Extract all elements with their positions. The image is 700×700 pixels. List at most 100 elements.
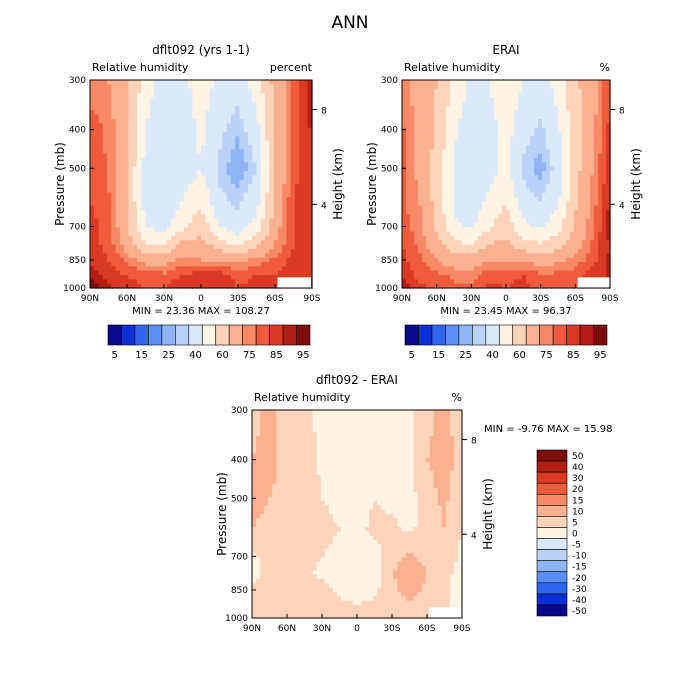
contour-cell bbox=[434, 140, 439, 146]
contour-cell bbox=[145, 106, 151, 111]
contour-cell bbox=[526, 188, 531, 194]
contour-cell bbox=[402, 106, 407, 111]
contour-cell bbox=[454, 184, 459, 189]
contour-cell bbox=[590, 175, 595, 181]
contour-cell bbox=[265, 110, 270, 116]
contour-cell bbox=[282, 119, 287, 124]
contour-cell bbox=[290, 249, 296, 254]
contour-cell bbox=[514, 158, 519, 163]
contour-cell bbox=[260, 257, 266, 263]
contour-cell bbox=[474, 188, 479, 194]
contour-cell bbox=[426, 153, 431, 159]
contour-cell bbox=[462, 184, 467, 189]
contour-cell bbox=[256, 262, 262, 267]
contour-cell bbox=[235, 275, 241, 280]
contour-cell bbox=[598, 192, 603, 198]
contour-cell bbox=[502, 110, 507, 116]
contour-cell bbox=[518, 158, 523, 163]
contour-cell bbox=[183, 270, 189, 276]
contour-cell bbox=[158, 223, 164, 228]
contour-cell bbox=[542, 80, 547, 85]
contour-cell bbox=[179, 140, 185, 146]
contour-cell bbox=[462, 210, 467, 215]
contour-cell bbox=[510, 136, 515, 142]
contour-cell bbox=[470, 88, 475, 94]
contour-cell bbox=[90, 123, 95, 129]
contour-cell bbox=[205, 240, 211, 246]
contour-cell bbox=[430, 244, 435, 250]
contour-cell bbox=[510, 223, 515, 228]
contour-cell bbox=[546, 240, 551, 246]
contour-cell bbox=[149, 279, 155, 285]
contour-cell bbox=[418, 236, 423, 241]
contour-cell bbox=[98, 162, 104, 168]
contour-cell bbox=[590, 84, 595, 90]
contour-cell bbox=[498, 231, 503, 237]
contour-cell bbox=[494, 123, 499, 129]
contour-cell bbox=[222, 210, 228, 215]
contour-cell bbox=[290, 236, 296, 241]
contour-cell bbox=[470, 240, 475, 246]
contour-cell bbox=[406, 249, 411, 254]
contour-cell bbox=[466, 192, 471, 198]
contour-cell bbox=[514, 110, 519, 116]
contour-cell bbox=[128, 97, 134, 103]
contour-cell bbox=[538, 266, 543, 272]
contour-cell bbox=[98, 110, 104, 116]
contour-cell bbox=[414, 97, 419, 103]
contour-cell bbox=[406, 240, 411, 246]
contour-cell bbox=[132, 227, 138, 233]
contour-cell bbox=[256, 236, 262, 241]
contour-cell bbox=[222, 88, 228, 94]
contour-cell bbox=[542, 158, 547, 163]
contour-cell bbox=[410, 253, 415, 259]
contour-cell bbox=[454, 270, 459, 276]
contour-cell bbox=[98, 84, 104, 90]
contour-cell bbox=[438, 179, 443, 185]
contour-cell bbox=[558, 218, 563, 224]
contour-cell bbox=[402, 132, 407, 137]
contour-cell bbox=[514, 279, 519, 285]
contour-cell bbox=[162, 214, 168, 220]
contour-cell bbox=[550, 88, 555, 94]
contour-cell bbox=[192, 171, 198, 176]
contour-cell bbox=[590, 214, 595, 220]
contour-cell bbox=[486, 119, 491, 124]
contour-cell bbox=[446, 127, 451, 133]
contour-cell bbox=[410, 257, 415, 263]
contour-cell bbox=[586, 171, 591, 176]
contour-cell bbox=[171, 205, 176, 211]
contour-cell bbox=[179, 205, 185, 211]
contour-cell bbox=[490, 171, 495, 176]
contour-cell bbox=[426, 179, 431, 185]
contour-cell bbox=[141, 149, 147, 155]
contour-cell bbox=[498, 114, 503, 120]
contour-cell bbox=[90, 175, 95, 181]
contour-cell bbox=[256, 270, 262, 276]
contour-cell bbox=[294, 119, 300, 124]
contour-cell bbox=[124, 275, 130, 280]
contour-cell bbox=[239, 188, 245, 194]
contour-cell bbox=[542, 231, 547, 237]
contour-cell bbox=[269, 279, 275, 285]
contour-cell bbox=[510, 97, 515, 103]
colorbar: 5 15 25 40 60 75 85 95 bbox=[107, 324, 311, 361]
contour-cell bbox=[554, 205, 559, 211]
contour-cell bbox=[115, 140, 121, 146]
contour-cell bbox=[430, 266, 435, 272]
contour-cell bbox=[426, 101, 431, 107]
contour-cell bbox=[286, 93, 292, 98]
contour-cell bbox=[201, 123, 206, 129]
contour-cell bbox=[90, 275, 95, 280]
contour-cell bbox=[562, 223, 567, 228]
contour-cell bbox=[578, 158, 583, 163]
contour-cell bbox=[115, 262, 121, 267]
contour-cell bbox=[107, 84, 112, 90]
contour-cell bbox=[542, 188, 547, 194]
contour-cell bbox=[414, 149, 419, 155]
contour-cell bbox=[149, 262, 155, 267]
contour-cell bbox=[188, 110, 194, 116]
contour-cell bbox=[119, 166, 125, 172]
contour-cell bbox=[414, 88, 419, 94]
contour-cell bbox=[294, 179, 300, 185]
